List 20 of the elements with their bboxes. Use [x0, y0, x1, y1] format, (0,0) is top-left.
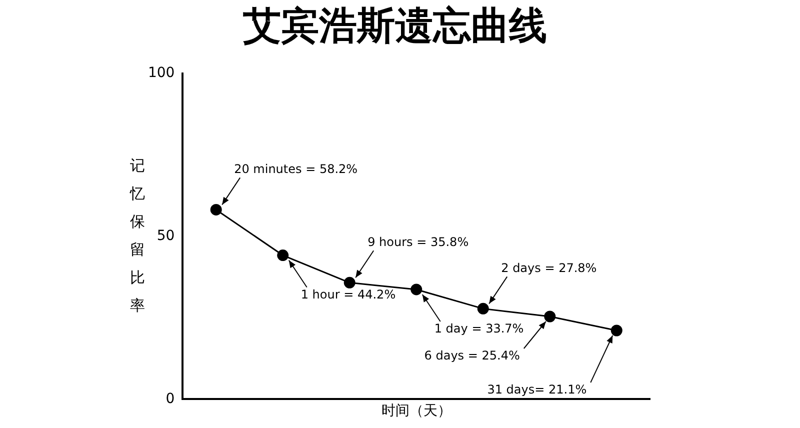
data-label: 1 hour = 44.2%	[300, 287, 396, 302]
data-label: 6 days = 25.4%	[424, 348, 520, 363]
data-label: 2 days = 27.8%	[501, 260, 597, 275]
point	[410, 284, 422, 296]
point	[210, 204, 222, 216]
point	[344, 276, 356, 288]
point	[477, 302, 489, 314]
y-tick-label: 100	[148, 65, 175, 82]
y-tick-label: 0	[166, 390, 175, 407]
data-label: 1 day = 33.7%	[434, 322, 524, 336]
data-label: 31 days= 21.1%	[487, 382, 587, 397]
y-axis-title: 记忆保留比率	[129, 156, 146, 314]
point	[544, 310, 556, 322]
data-label: 20 minutes = 58.2%	[234, 162, 358, 176]
y-tick-label: 50	[156, 228, 175, 244]
chart-title: 艾宾浩斯遗忘曲线	[243, 2, 547, 48]
point	[610, 324, 622, 336]
x-axis-title: 时间（天）	[381, 403, 452, 420]
data-label: 9 hours = 35.8%	[368, 234, 469, 249]
point	[277, 250, 289, 262]
